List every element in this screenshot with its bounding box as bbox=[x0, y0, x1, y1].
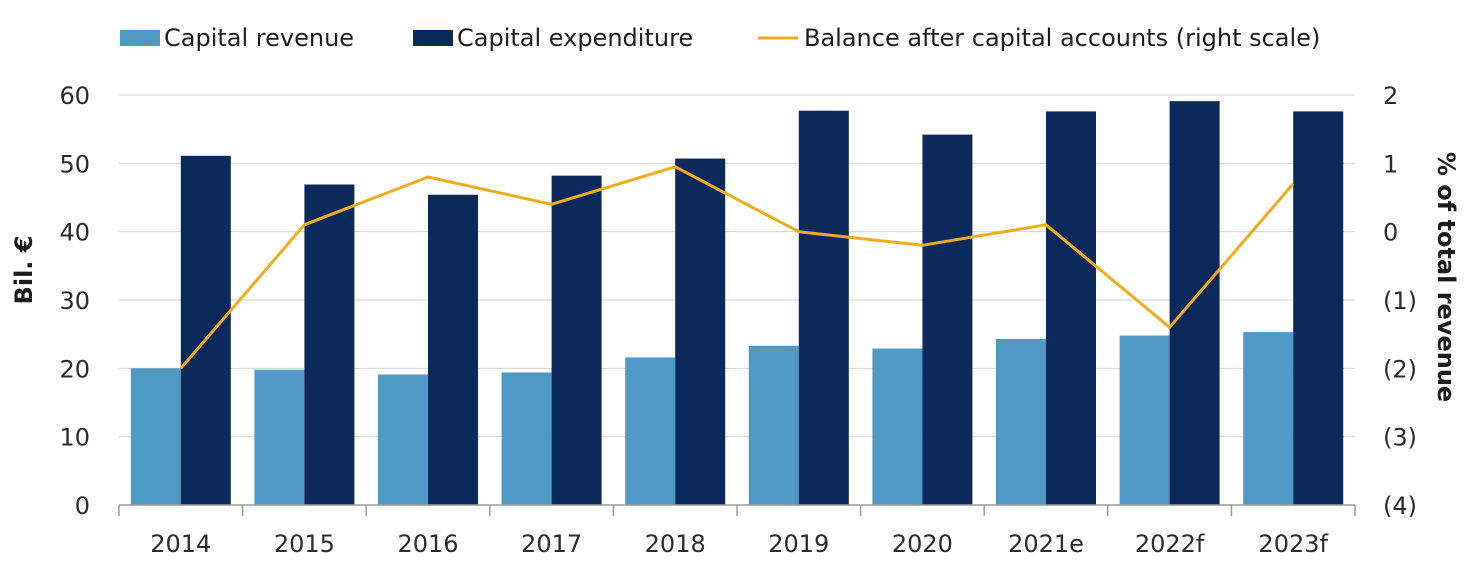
y-tick-label: 20 bbox=[59, 355, 90, 383]
balance-line-path bbox=[179, 165, 1295, 370]
bar-capital-expenditure bbox=[1046, 111, 1096, 506]
y2-tick-label: 2 bbox=[1383, 82, 1398, 110]
y2-tick-label: (1) bbox=[1383, 287, 1417, 315]
bar-capital-revenue bbox=[130, 368, 181, 505]
y-tick-label: 30 bbox=[59, 287, 90, 315]
bar-capital-revenue bbox=[254, 369, 305, 505]
bar-capital-revenue bbox=[748, 345, 799, 505]
x-tick-label: 2016 bbox=[397, 530, 458, 558]
bar-capital-revenue bbox=[1243, 332, 1294, 505]
y-tick-label: 10 bbox=[59, 424, 90, 452]
bar-capital-revenue bbox=[501, 372, 552, 505]
y-tick-label: 0 bbox=[75, 492, 90, 520]
right-axis-ticks: (4) (3) (2) (1) 0 1 2 bbox=[1383, 82, 1417, 520]
bar-capital-expenditure bbox=[180, 155, 231, 506]
left-axis-ticks: 0 10 20 30 40 50 60 bbox=[59, 82, 90, 520]
y-tick-label: 60 bbox=[59, 82, 90, 110]
x-axis-ticks: 2014 2015 2016 2017 2018 2019 2020 2021e 2022f 20… bbox=[150, 530, 1328, 558]
x-tick-label: 2018 bbox=[645, 530, 706, 558]
y2-axis-title: % of total revenue bbox=[1432, 152, 1460, 402]
bar-capital-expenditure bbox=[428, 194, 478, 505]
y2-tick-label: 0 bbox=[1383, 219, 1398, 247]
x-tick-label: 2020 bbox=[892, 530, 953, 558]
bar-capital-expenditure bbox=[1169, 101, 1220, 506]
legend-label: Balance after capital accounts (right sc… bbox=[804, 24, 1320, 52]
y2-tick-label: (3) bbox=[1383, 424, 1417, 452]
x-tick-label: 2019 bbox=[768, 530, 829, 558]
bar-capital-expenditure bbox=[922, 134, 973, 505]
y-axis-title: Bil. € bbox=[10, 236, 38, 305]
bar-capital-expenditure bbox=[551, 175, 602, 505]
x-axis bbox=[118, 504, 1356, 516]
bar-capital-expenditure bbox=[798, 110, 849, 505]
x-tick-label: 2022f bbox=[1135, 530, 1205, 558]
x-tick-label: 2017 bbox=[521, 530, 582, 558]
x-tick-label: 2015 bbox=[274, 530, 335, 558]
bar-capital-revenue bbox=[378, 374, 428, 505]
legend-swatch bbox=[413, 30, 453, 46]
legend-label: Capital revenue bbox=[164, 24, 354, 52]
bars bbox=[130, 101, 1344, 506]
y-tick-label: 40 bbox=[59, 219, 90, 247]
bar-capital-revenue bbox=[625, 357, 676, 505]
x-tick-label: 2021e bbox=[1008, 530, 1084, 558]
legend: Capital revenue Capital expenditure Balanc… bbox=[120, 24, 1320, 52]
y-tick-label: 50 bbox=[59, 150, 90, 178]
bar-capital-revenue bbox=[1119, 335, 1170, 505]
x-tick-label: 2023f bbox=[1258, 530, 1328, 558]
legend-swatch bbox=[120, 30, 160, 46]
x-tick-label: 2014 bbox=[150, 530, 211, 558]
bar-capital-revenue bbox=[996, 338, 1046, 505]
legend-label: Capital expenditure bbox=[457, 24, 693, 52]
bar-capital-revenue bbox=[872, 348, 923, 505]
balance-line bbox=[179, 165, 1295, 370]
y2-tick-label: (4) bbox=[1383, 492, 1417, 520]
bar-capital-expenditure bbox=[675, 158, 726, 506]
bar-capital-expenditure bbox=[304, 184, 355, 505]
y2-tick-label: 1 bbox=[1383, 150, 1398, 178]
y2-tick-label: (2) bbox=[1383, 355, 1417, 383]
bar-capital-expenditure bbox=[1293, 111, 1344, 506]
